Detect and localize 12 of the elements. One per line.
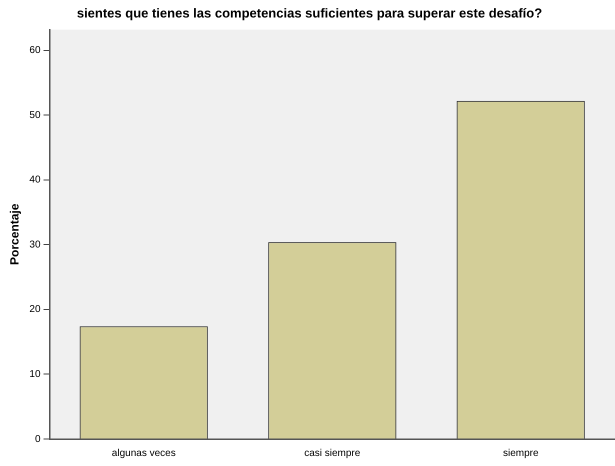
y-tick-label: 10 — [29, 368, 41, 380]
chart-title: sientes que tienes las competencias suficientes para superar este desafío? — [76, 5, 542, 20]
y-tick-label: 20 — [29, 304, 41, 316]
y-tick-label: 30 — [29, 239, 41, 250]
x-tick-label: siempre — [502, 448, 539, 459]
y-tick-label: 60 — [29, 45, 41, 56]
x-tick-label: casi siempre — [304, 448, 361, 459]
y-tick-label: 0 — [34, 434, 41, 445]
y-axis-title: Porcentaje — [8, 203, 22, 265]
x-tick-label: algunas veces — [112, 448, 176, 459]
y-tick-label: 50 — [29, 110, 41, 121]
y-tick-label: 40 — [29, 174, 41, 186]
